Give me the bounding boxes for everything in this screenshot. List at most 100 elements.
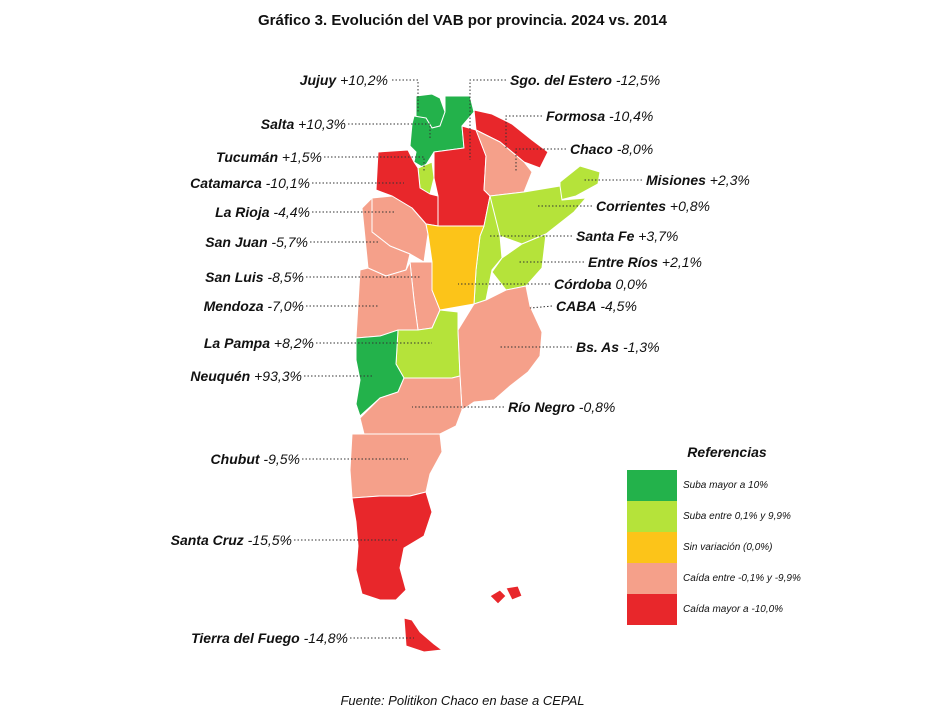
legend-label: Suba entre 0,1% y 9,9% [683, 511, 791, 522]
province-tierra-del-fuego-island [505, 585, 523, 601]
province-label-la-pampa: La Pampa +8,2% [204, 335, 314, 351]
province-value: -4,4% [273, 204, 310, 220]
province-label-santa-fe: Santa Fe +3,7% [576, 228, 678, 244]
province-value: -1,3% [622, 339, 660, 355]
province-label-san-luis: San Luis -8,5% [205, 269, 304, 285]
province-label-rio-negro: Río Negro -0,8% [508, 399, 615, 415]
province-value: -10,4% [609, 108, 654, 124]
province-label-la-rioja: La Rioja -4,4% [215, 204, 310, 220]
province-name: San Luis [205, 269, 264, 285]
province-name: Chubut [210, 451, 260, 467]
province-name: Tucumán [216, 149, 279, 165]
province-value: -10,1% [265, 175, 310, 191]
province-misiones [559, 165, 601, 201]
province-label-tierra-del-fuego: Tierra del Fuego -14,8% [191, 630, 348, 646]
province-value: 0,0% [615, 276, 648, 292]
province-label-jujuy: Jujuy +10,2% [300, 72, 388, 88]
province-tierra-del-fuego-island [489, 589, 507, 605]
legend-item: Suba mayor a 10% [627, 470, 817, 501]
legend-title: Referencias [687, 444, 767, 460]
province-name: Jujuy [299, 72, 337, 88]
province-name: Neuquén [190, 368, 251, 384]
province-rio-negro [359, 375, 463, 435]
province-label-cordoba: Córdoba 0,0% [554, 276, 647, 292]
leader-line-chaco [515, 148, 566, 172]
province-name: Corrientes [596, 198, 667, 214]
province-entre-rios [491, 233, 547, 291]
province-label-corrientes: Corrientes +0,8% [596, 198, 710, 214]
province-label-chaco: Chaco -8,0% [570, 141, 653, 157]
province-value: -15,5% [247, 532, 292, 548]
province-value: -8,0% [616, 141, 654, 157]
province-name: Misiones [646, 172, 706, 188]
chart-title: Gráfico 3. Evolución del VAB por provinc… [257, 12, 668, 29]
province-value: +93,3% [254, 368, 302, 384]
province-label-tucuman: Tucumán +1,5% [216, 149, 322, 165]
province-name: Catamarca [190, 175, 262, 191]
legend-item: Caída entre -0,1% y -9,9% [627, 563, 817, 594]
legend-item: Caída mayor a -10,0% [627, 594, 817, 625]
province-name: La Pampa [203, 335, 271, 351]
leader-line-sgo-del-estero [469, 79, 506, 160]
source-note: Fuente: Politikon Chaco en base a CEPAL [340, 693, 585, 708]
province-name: Tierra del Fuego [191, 630, 300, 646]
province-value: +0,8% [669, 198, 711, 214]
province-value: -8,5% [267, 269, 304, 285]
province-name: Bs. As [576, 339, 620, 355]
province-name: Chaco [570, 141, 613, 157]
legend-item: Sin variación (0,0%) [627, 532, 817, 563]
legend-swatch [627, 532, 677, 563]
legend-label: Sin variación (0,0%) [683, 542, 773, 553]
province-name: Río Negro [508, 399, 575, 415]
province-name: Mendoza [203, 298, 264, 314]
province-name: Formosa [546, 108, 606, 124]
legend-label: Caída mayor a -10,0% [683, 604, 784, 615]
province-value: -12,5% [615, 72, 661, 88]
province-name: Córdoba [554, 276, 612, 292]
province-label-caba: CABA -4,5% [556, 298, 637, 314]
province-label-salta: Salta +10,3% [261, 116, 346, 132]
leader-line-tucuman [324, 156, 425, 172]
legend-label: Caída entre -0,1% y -9,9% [683, 573, 801, 584]
province-name: La Rioja [215, 204, 270, 220]
legend: Referencias Suba mayor a 10% Suba entre 0… [627, 444, 817, 625]
leader-line-salta [348, 123, 431, 138]
province-label-mendoza: Mendoza -7,0% [204, 298, 304, 314]
province-value: +2,1% [661, 254, 702, 270]
province-label-bs-as: Bs. As -1,3% [576, 339, 660, 355]
province-name: Santa Fe [576, 228, 635, 244]
province-label-sgo-del-estero: Sgo. del Estero -12,5% [510, 72, 660, 88]
legend-swatch [627, 470, 677, 501]
province-value: -14,8% [303, 630, 348, 646]
province-value: +3,7% [638, 228, 679, 244]
province-value: +10,2% [340, 72, 388, 88]
province-label-catamarca: Catamarca -10,1% [190, 175, 310, 191]
province-name: Entre Ríos [588, 254, 659, 270]
province-tierra-del-fuego [403, 617, 443, 653]
province-name: Sgo. del Estero [510, 72, 612, 88]
province-value: +8,2% [273, 335, 314, 351]
province-name: CABA [556, 298, 597, 314]
province-santa-cruz [351, 491, 433, 601]
province-chubut [349, 433, 443, 499]
province-value: -5,7% [271, 234, 308, 250]
leader-line-formosa [505, 115, 542, 150]
province-name: Santa Cruz [170, 532, 244, 548]
province-value: -4,5% [600, 298, 637, 314]
leader-line-jujuy [392, 79, 419, 112]
province-label-santa-cruz: Santa Cruz -15,5% [171, 532, 292, 548]
province-name: Salta [260, 116, 295, 132]
province-label-neuquen: Neuquén +93,3% [190, 368, 302, 384]
province-label-entre-rios: Entre Ríos +2,1% [588, 254, 702, 270]
legend-item: Suba entre 0,1% y 9,9% [627, 501, 817, 532]
province-value: +2,3% [709, 172, 750, 188]
province-label-formosa: Formosa -10,4% [546, 108, 653, 124]
province-salta [409, 95, 475, 169]
province-value: +1,5% [281, 149, 322, 165]
legend-label: Suba mayor a 10% [683, 480, 769, 491]
province-value: +10,3% [298, 116, 346, 132]
province-name: San Juan [205, 234, 268, 250]
legend-swatch [627, 501, 677, 532]
province-label-chubut: Chubut -9,5% [211, 451, 300, 467]
